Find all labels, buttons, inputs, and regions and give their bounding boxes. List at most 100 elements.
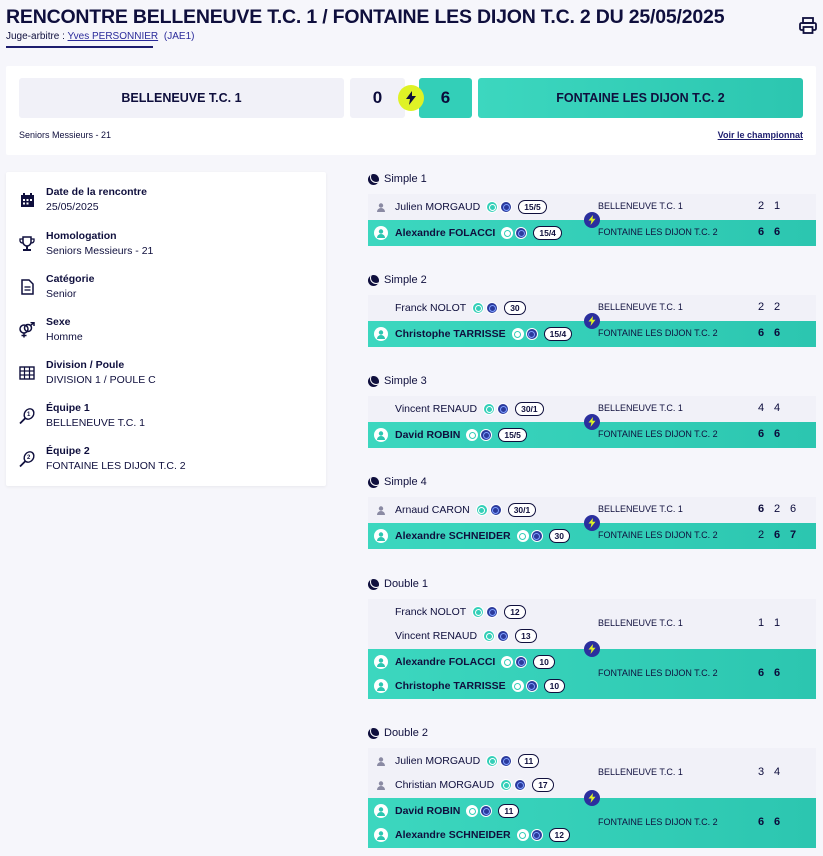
lightning-icon [584,414,600,430]
ranking-badge: 15/4 [543,327,573,341]
score-card: BELLENEUVE T.C. 1 0 6 FONTAINE LES DIJON… [6,66,816,155]
referee-name-link[interactable]: Yves PERSONNIER [67,31,159,42]
ranking-badge: 11 [518,754,540,768]
match-card: Simple 2 Franck NOLOT 30 BELLENEUVE T.C. 1 2… [368,271,816,347]
avatar [374,402,388,416]
player-name-link[interactable]: Franck NOLOT [395,302,467,314]
league-badge-icon [486,606,499,618]
racket-1-icon: 1 [18,407,36,425]
tennis-ball-icon [368,173,379,185]
set-score: 6 [757,667,765,679]
team-name: FONTAINE LES DIJON T.C. 2 [598,227,718,237]
info-row: Catégorie Senior [18,272,94,302]
match-body[interactable]: Arnaud CARON 30/1 BELLENEUVE T.C. 1 6 2 6 Alex… [368,497,816,549]
set-score: 6 [757,226,765,238]
league-badge-icon [489,504,502,516]
set-score: 2 [757,529,765,541]
tennis-ball-icon [368,274,379,286]
set-score: 6 [773,428,781,440]
ranking-badge: 12 [504,605,526,619]
set-score: 2 [757,200,765,212]
avatar [374,503,388,517]
ranking-badge: 15/4 [533,226,562,240]
player-row: Alexandre FOLACCI 10 [368,650,816,674]
team-name: FONTAINE LES DIJON T.C. 2 [598,328,718,338]
avatar [374,200,388,214]
print-icon[interactable] [798,16,818,36]
avatar [374,804,388,818]
player-name-link[interactable]: Julien MORGAUD [395,201,481,213]
ranking-badge: 15/5 [498,428,527,442]
player-name-link[interactable]: Christophe TARRISSE [395,328,506,340]
player-name-link[interactable]: Julien MORGAUD [395,755,481,767]
club-badge-icon [466,805,479,817]
league-badge-icon [530,829,543,841]
match-body[interactable]: Franck NOLOT 12 Vincent RENAUD 13 BELLENEUVE… [368,599,816,699]
set-score: 6 [773,327,781,339]
match-body[interactable]: Julien MORGAUD 11 Christian MORGAUD 17 BELLE… [368,748,816,848]
tennis-ball-icon [368,727,379,739]
match-body[interactable]: Franck NOLOT 30 BELLENEUVE T.C. 1 2 2 Christo… [368,295,816,347]
ranking-badge: 30 [504,301,526,315]
calendar-icon [18,191,36,209]
team-name: FONTAINE LES DIJON T.C. 2 [598,668,718,678]
league-badge-icon [480,805,493,817]
match-body[interactable]: Julien MORGAUD 15/5 BELLENEUVE T.C. 1 2 1 Ale… [368,194,816,246]
league-badge-icon [515,656,528,668]
set-score: 6 [757,428,765,440]
trophy-icon [18,235,36,253]
league-badge-icon [530,530,543,542]
away-side: Christophe TARRISSE 15/4 FONTAINE LES DIJO… [368,321,816,347]
lightning-icon [584,790,600,806]
match-header: Simple 1 [368,170,816,188]
player-name-link[interactable]: Alexandre SCHNEIDER [395,530,511,542]
player-name-link[interactable]: Christophe TARRISSE [395,680,506,692]
player-row: Christian MORGAUD 17 [368,773,816,797]
info-label: Équipe 1 [46,402,90,414]
player-name-link[interactable]: Vincent RENAUD [395,403,478,415]
player-name-link[interactable]: Alexandre FOLACCI [395,227,496,239]
avatar [374,301,388,315]
club-badge-icon [472,606,485,618]
referee-line: Juge-arbitre : Yves PERSONNIER (JAE1) [6,31,194,42]
player-name-link[interactable]: Arnaud CARON [395,504,470,516]
player-row: David ROBIN 11 [368,799,816,823]
match-card: Simple 1 Julien MORGAUD 15/5 BELLENEUVE T.C… [368,170,816,246]
player-name-link[interactable]: Vincent RENAUD [395,630,478,642]
match-body[interactable]: Vincent RENAUD 30/1 BELLENEUVE T.C. 1 4 4 Dav… [368,396,816,448]
team-name: BELLENEUVE T.C. 1 [598,302,683,312]
info-value: FONTAINE LES DIJON T.C. 2 [46,460,186,472]
player-name-link[interactable]: Christian MORGAUD [395,779,495,791]
ranking-badge: 17 [532,778,554,792]
league-badge-icon [525,680,538,692]
player-name-link[interactable]: David ROBIN [395,429,461,441]
player-name-link[interactable]: Alexandre SCHNEIDER [395,829,511,841]
set-score: 4 [773,766,781,778]
player-name-link[interactable]: Franck NOLOT [395,606,467,618]
info-value: Senior [46,288,77,300]
set-score: 2 [773,301,781,313]
set-score: 6 [773,529,781,541]
lightning-icon [584,641,600,657]
team-name: FONTAINE LES DIJON T.C. 2 [598,817,718,827]
player-name-link[interactable]: David ROBIN [395,805,461,817]
svg-text:1: 1 [27,412,31,418]
info-label: Sexe [46,316,71,328]
championship-link[interactable]: Voir le championnat [717,130,803,140]
club-badge-icon [511,328,524,340]
avatar [374,679,388,693]
player-name-link[interactable]: Alexandre FOLACCI [395,656,496,668]
lightning-icon [584,212,600,228]
info-row: Homologation Seniors Messieurs - 21 [18,229,153,259]
set-score: 6 [757,816,765,828]
info-value: BELLENEUVE T.C. 1 [46,417,146,429]
ranking-badge: 30/1 [515,402,544,416]
league-badge-icon [514,779,527,791]
